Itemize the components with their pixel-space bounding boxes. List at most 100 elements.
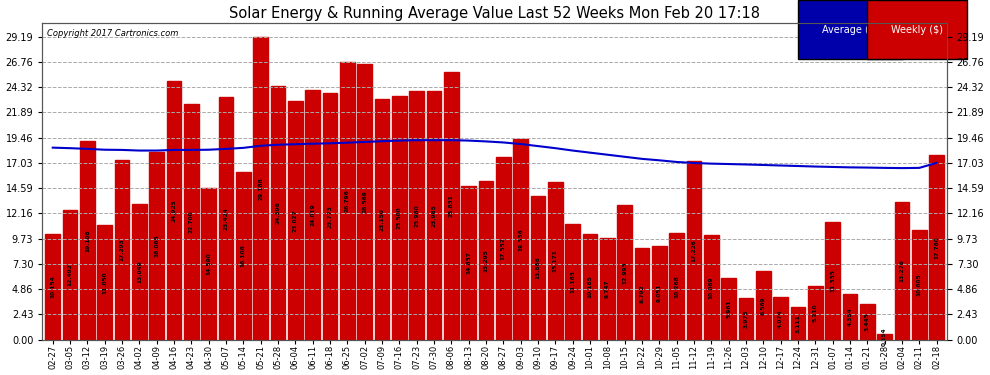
Bar	[323, 93, 338, 340]
Text: 19.336: 19.336	[518, 228, 523, 251]
Text: 10.185: 10.185	[587, 275, 592, 298]
Bar	[687, 161, 701, 340]
Bar	[600, 238, 615, 340]
Bar	[97, 225, 112, 340]
Text: 23.150: 23.150	[379, 208, 384, 231]
Bar	[305, 90, 320, 340]
Text: 10.154: 10.154	[50, 276, 55, 298]
Bar	[270, 87, 285, 340]
Text: 13.866: 13.866	[536, 256, 541, 279]
Title: Solar Energy & Running Average Value Last 52 Weeks Mon Feb 20 17:18: Solar Energy & Running Average Value Las…	[229, 6, 760, 21]
Bar	[826, 222, 840, 340]
Bar	[132, 204, 147, 340]
Text: 11.163: 11.163	[570, 270, 575, 293]
Text: Copyright 2017 Cartronics.com: Copyright 2017 Cartronics.com	[47, 30, 178, 39]
Bar	[340, 62, 354, 340]
Bar	[513, 139, 528, 340]
Text: 25.831: 25.831	[448, 194, 453, 217]
Text: 24.396: 24.396	[275, 202, 280, 224]
Bar	[357, 64, 372, 340]
Bar	[791, 308, 805, 340]
Bar	[236, 172, 250, 340]
Bar	[635, 248, 649, 340]
Text: 23.500: 23.500	[397, 206, 402, 229]
Text: 12.492: 12.492	[67, 264, 72, 286]
Text: 4.074: 4.074	[778, 309, 783, 328]
Text: 11.335: 11.335	[830, 269, 836, 292]
Text: 23.773: 23.773	[328, 205, 333, 228]
Bar	[860, 304, 874, 340]
Text: 14.837: 14.837	[466, 251, 471, 274]
Text: 5.961: 5.961	[726, 299, 731, 318]
Bar	[739, 298, 753, 340]
Text: 19.108: 19.108	[85, 229, 90, 252]
Text: 9.051: 9.051	[656, 284, 661, 302]
Bar	[62, 210, 77, 340]
Bar	[669, 233, 684, 340]
Bar	[184, 104, 199, 340]
Text: 12.993: 12.993	[622, 261, 627, 284]
Bar	[531, 196, 545, 340]
Bar	[80, 141, 95, 340]
Text: 13.276: 13.276	[899, 259, 905, 282]
Bar	[773, 297, 788, 340]
Bar	[895, 202, 909, 340]
Bar	[219, 96, 234, 340]
Text: 18.065: 18.065	[154, 234, 159, 257]
Bar	[877, 334, 892, 340]
Text: 29.188: 29.188	[258, 177, 263, 200]
Bar	[427, 91, 442, 340]
Bar	[288, 100, 303, 340]
Text: Weekly ($): Weekly ($)	[891, 25, 942, 35]
Text: 17.226: 17.226	[691, 239, 696, 262]
Bar	[617, 205, 632, 340]
Text: 22.700: 22.700	[189, 210, 194, 233]
Text: 15.295: 15.295	[483, 249, 488, 272]
Text: 23.027: 23.027	[293, 209, 298, 231]
Text: 13.049: 13.049	[137, 261, 142, 283]
Text: 10.605: 10.605	[917, 273, 922, 296]
Bar	[808, 286, 823, 340]
Text: 0.554: 0.554	[882, 327, 887, 346]
Text: 14.590: 14.590	[206, 253, 211, 275]
Bar	[409, 91, 424, 340]
Bar	[912, 230, 927, 340]
Text: 3.975: 3.975	[743, 310, 748, 328]
Bar	[374, 99, 389, 340]
Bar	[842, 294, 857, 340]
Bar	[201, 188, 216, 340]
Text: 26.796: 26.796	[345, 189, 349, 212]
Text: 4.354: 4.354	[847, 308, 852, 326]
Bar	[444, 72, 458, 340]
Bar	[547, 182, 562, 340]
Text: 9.747: 9.747	[605, 280, 610, 298]
Text: 24.925: 24.925	[171, 199, 176, 222]
Text: 23.424: 23.424	[224, 207, 229, 230]
Text: 17.552: 17.552	[501, 237, 506, 260]
Text: 23.980: 23.980	[414, 204, 419, 226]
Bar	[704, 235, 719, 340]
Text: 26.569: 26.569	[362, 190, 367, 213]
Bar	[166, 81, 181, 340]
Bar	[478, 181, 493, 340]
Bar	[652, 246, 666, 340]
Text: 3.445: 3.445	[864, 312, 870, 331]
Bar	[582, 234, 597, 340]
Text: 17.293: 17.293	[120, 238, 125, 261]
Text: 3.111: 3.111	[795, 314, 801, 333]
Text: 5.210: 5.210	[813, 303, 818, 322]
Bar	[115, 160, 130, 340]
Text: 16.108: 16.108	[241, 244, 246, 267]
Text: 23.985: 23.985	[432, 204, 437, 226]
Bar	[496, 158, 511, 340]
Bar	[756, 272, 770, 340]
Bar	[46, 234, 60, 340]
Bar	[722, 278, 736, 340]
Text: 17.760: 17.760	[935, 236, 940, 259]
Bar	[253, 37, 268, 340]
Bar	[565, 224, 580, 340]
Bar	[149, 152, 164, 340]
Text: Average ($): Average ($)	[822, 25, 879, 35]
Text: 11.050: 11.050	[102, 271, 107, 294]
Bar	[461, 186, 476, 340]
